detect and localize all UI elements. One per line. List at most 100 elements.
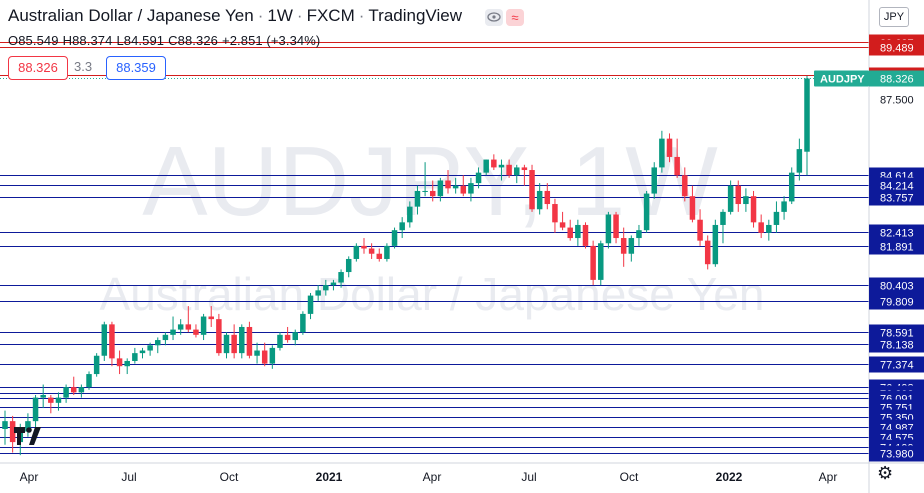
- candle[interactable]: [170, 316, 176, 341]
- candle[interactable]: [338, 269, 344, 288]
- candle[interactable]: [261, 342, 268, 367]
- candle[interactable]: [223, 332, 230, 359]
- candle[interactable]: [804, 75, 810, 176]
- candle[interactable]: [491, 154, 497, 171]
- candle[interactable]: [682, 167, 688, 202]
- candle[interactable]: [559, 211, 566, 231]
- wave-icon[interactable]: ≈: [506, 9, 524, 27]
- candle[interactable]: [727, 180, 734, 215]
- candle[interactable]: [605, 211, 612, 249]
- candle[interactable]: [368, 243, 375, 259]
- candle[interactable]: [155, 337, 161, 354]
- candle[interactable]: [613, 211, 619, 244]
- candle[interactable]: [116, 350, 123, 375]
- candle[interactable]: [575, 219, 581, 246]
- candle[interactable]: [277, 332, 283, 351]
- candle[interactable]: [452, 177, 459, 194]
- candle[interactable]: [407, 201, 413, 228]
- candle[interactable]: [720, 209, 726, 244]
- candle[interactable]: [254, 342, 260, 364]
- gear-icon[interactable]: ⚙: [877, 463, 894, 483]
- candle[interactable]: [735, 180, 742, 212]
- candle[interactable]: [2, 410, 8, 445]
- candle[interactable]: [185, 306, 192, 333]
- candle[interactable]: [766, 219, 772, 241]
- candle[interactable]: [63, 384, 69, 403]
- candle[interactable]: [712, 219, 719, 267]
- candle[interactable]: [552, 198, 558, 233]
- candle[interactable]: [773, 201, 780, 233]
- candle[interactable]: [750, 190, 757, 228]
- candle[interactable]: [483, 159, 489, 176]
- candle[interactable]: [598, 240, 604, 286]
- candle[interactable]: [139, 347, 146, 359]
- candle[interactable]: [636, 224, 642, 246]
- candle[interactable]: [689, 185, 696, 223]
- candle[interactable]: [475, 167, 482, 189]
- candle[interactable]: [659, 130, 665, 173]
- candle[interactable]: [796, 138, 803, 181]
- candle[interactable]: [521, 164, 528, 186]
- candle[interactable]: [704, 235, 711, 270]
- candle[interactable]: [758, 214, 764, 239]
- candle[interactable]: [514, 164, 520, 184]
- candle[interactable]: [147, 342, 153, 356]
- candle[interactable]: [48, 394, 54, 414]
- candle[interactable]: [590, 240, 596, 286]
- candle[interactable]: [384, 243, 390, 262]
- candle[interactable]: [216, 313, 222, 356]
- candle[interactable]: [743, 188, 749, 212]
- candle[interactable]: [269, 345, 276, 369]
- candle[interactable]: [414, 185, 421, 215]
- candle[interactable]: [292, 329, 298, 346]
- candle[interactable]: [109, 321, 115, 367]
- candle[interactable]: [468, 177, 474, 202]
- candle[interactable]: [536, 183, 543, 215]
- candle[interactable]: [788, 167, 795, 205]
- candle[interactable]: [300, 311, 306, 335]
- candle[interactable]: [422, 162, 428, 197]
- candle[interactable]: [55, 392, 62, 411]
- candle[interactable]: [361, 238, 367, 254]
- candle[interactable]: [399, 217, 405, 239]
- candle[interactable]: [353, 243, 360, 262]
- buy-button[interactable]: 88.359: [106, 56, 166, 80]
- candle[interactable]: [643, 190, 650, 233]
- interval-label[interactable]: 1W: [267, 6, 293, 25]
- candle[interactable]: [529, 164, 535, 212]
- candle[interactable]: [323, 279, 329, 296]
- candle[interactable]: [429, 180, 436, 202]
- candle[interactable]: [32, 394, 39, 432]
- tradingview-logo-icon[interactable]: [14, 427, 42, 450]
- currency-button[interactable]: JPY: [879, 7, 909, 27]
- candle[interactable]: [376, 248, 383, 262]
- candle[interactable]: [132, 347, 138, 364]
- candle[interactable]: [231, 324, 237, 359]
- candle[interactable]: [445, 170, 451, 194]
- candle[interactable]: [781, 196, 787, 220]
- sell-button[interactable]: 88.326: [8, 56, 68, 80]
- candle[interactable]: [330, 279, 337, 291]
- candle[interactable]: [124, 358, 130, 375]
- candle[interactable]: [200, 313, 207, 341]
- candle[interactable]: [239, 324, 245, 359]
- candle[interactable]: [620, 227, 627, 267]
- candle[interactable]: [307, 292, 314, 320]
- symbol-title[interactable]: Australian Dollar / Japanese Yen: [8, 6, 254, 25]
- candle[interactable]: [86, 371, 92, 390]
- candle[interactable]: [93, 353, 100, 377]
- candle[interactable]: [162, 332, 169, 346]
- candle[interactable]: [651, 162, 657, 199]
- candle[interactable]: [284, 326, 291, 343]
- candle[interactable]: [315, 285, 321, 301]
- candle[interactable]: [25, 413, 31, 437]
- candle[interactable]: [567, 219, 573, 241]
- candle[interactable]: [9, 415, 16, 453]
- candle[interactable]: [666, 133, 673, 163]
- candle[interactable]: [674, 138, 680, 178]
- candle[interactable]: [193, 324, 199, 338]
- candle[interactable]: [101, 321, 108, 361]
- candle[interactable]: [70, 376, 77, 395]
- candle[interactable]: [345, 256, 352, 278]
- candle[interactable]: [582, 222, 589, 249]
